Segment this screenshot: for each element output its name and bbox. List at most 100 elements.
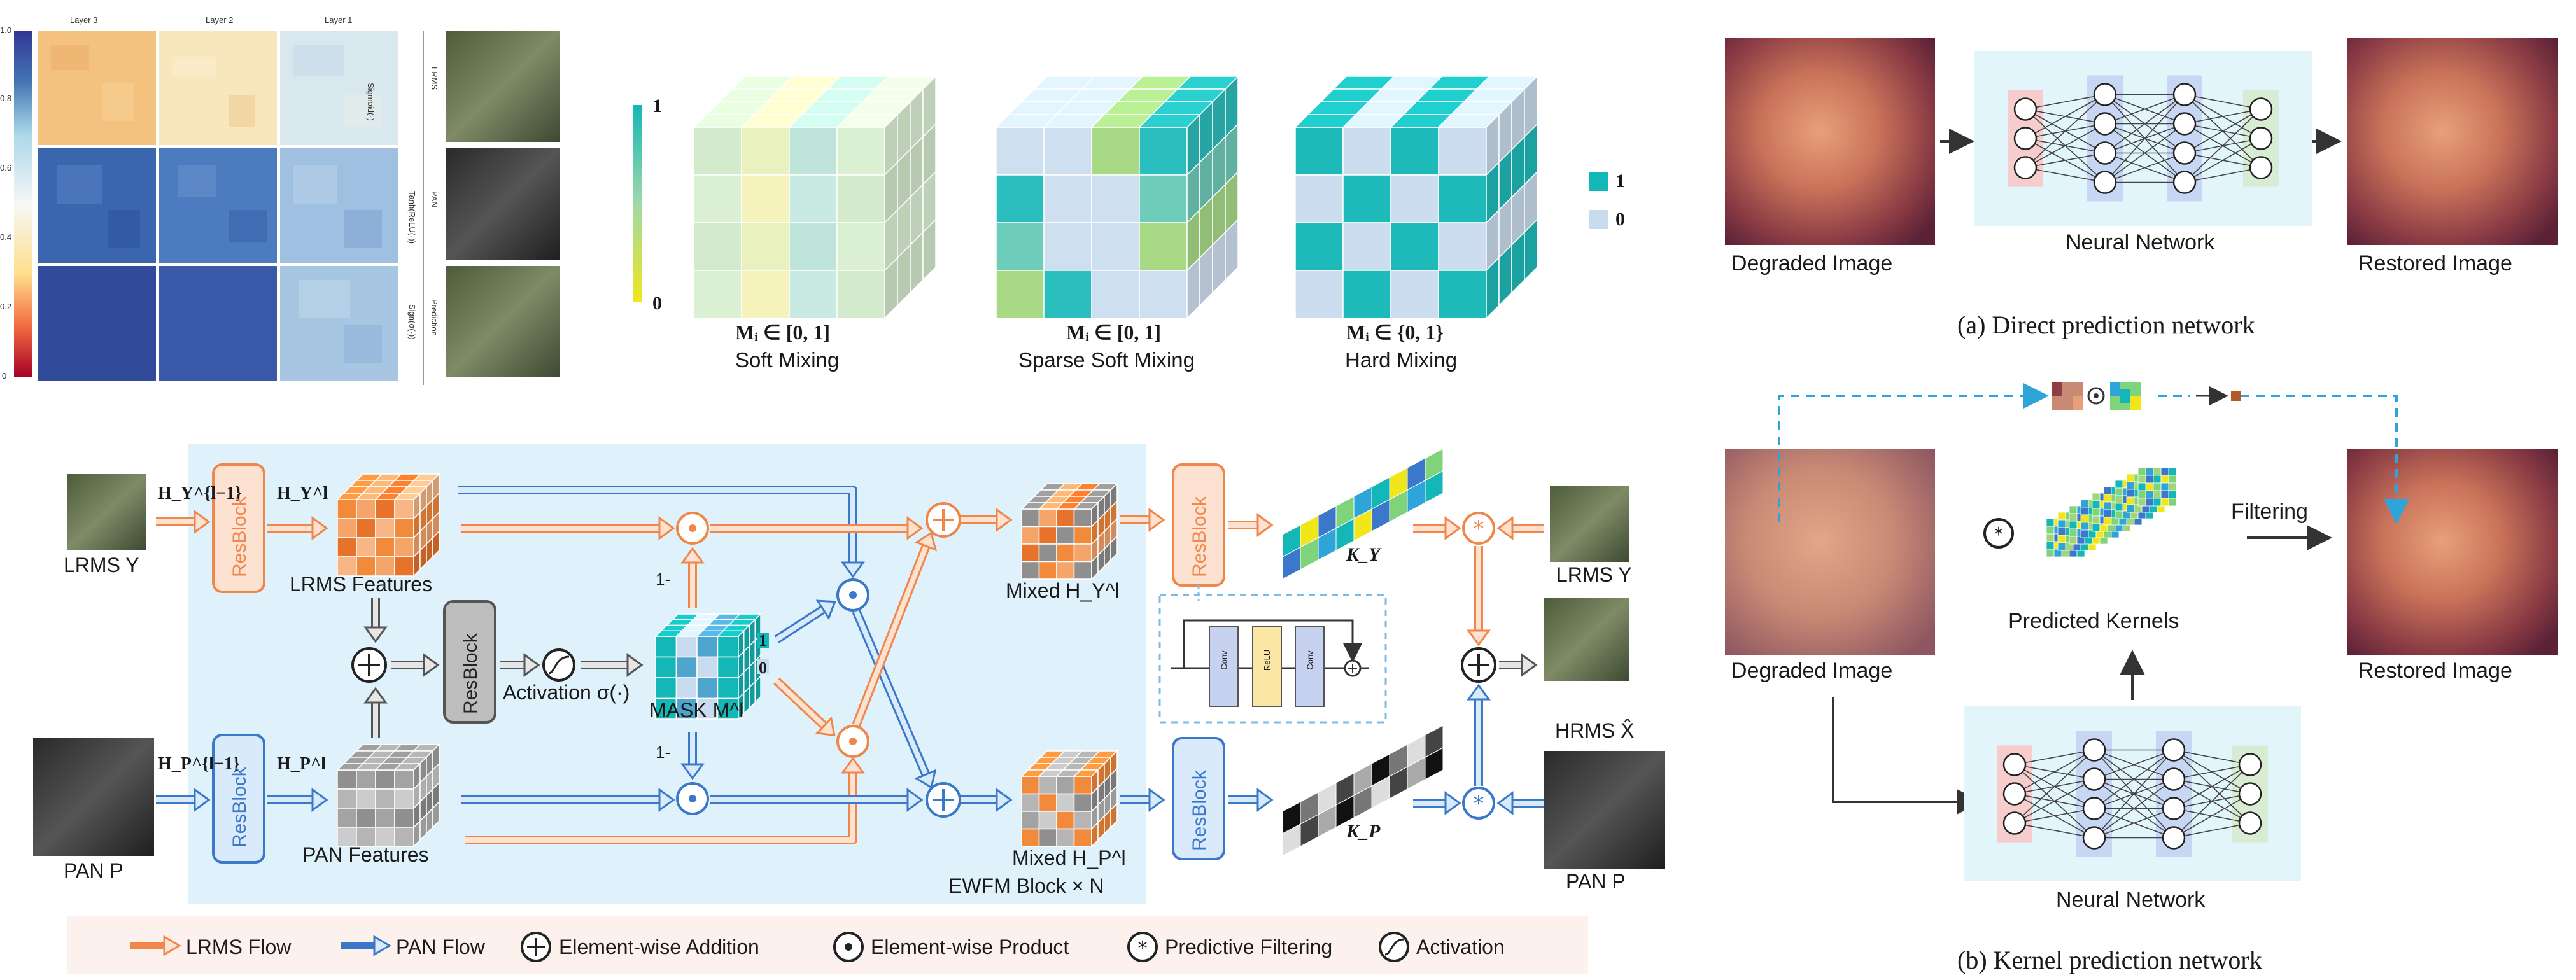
mixed-p-label: Mixed H_P^l	[1012, 846, 1126, 869]
pan-resblock-label: ResBlock	[229, 767, 250, 848]
arrow-mixed-p-to-res	[1120, 788, 1165, 812]
svg-text:*: *	[1474, 791, 1484, 816]
heatmap-colorbar	[14, 31, 32, 377]
legend-addition: Element-wise Addition	[559, 935, 759, 958]
arrow-add-to-resblock	[391, 653, 440, 677]
pan-feature-cube	[336, 743, 440, 848]
heat-cell-r3c2	[159, 266, 277, 381]
mask-label: MASK M^l	[649, 699, 744, 722]
arrow-mixed-y-to-res	[1120, 508, 1165, 532]
hrms-output-image	[1544, 598, 1629, 681]
arrow-res-to-kp	[1228, 788, 1274, 812]
heat-cell-r1c1	[38, 31, 156, 145]
conv-block-2	[1295, 626, 1325, 707]
panel-b-filtering-label: Filtering	[2231, 500, 2308, 524]
k-y-kernel-strip	[1282, 448, 1444, 580]
lrms-resblock-label: ResBlock	[229, 496, 250, 577]
heatmap-tick-5: 1.0	[0, 25, 12, 35]
heatmap-row-label-3: Sign(σ(·))	[407, 304, 417, 340]
soft-mixing-formula: Mᵢ ∈ [0, 1]	[735, 321, 831, 344]
heat-texture	[51, 45, 382, 363]
panel-b: *	[1725, 382, 2558, 881]
heatmap-tick-0: 0	[2, 371, 7, 381]
ewfm-block-label: EWFM Block × N	[948, 874, 1104, 897]
arrow-product-to-add-y	[710, 516, 924, 540]
relu-label: ReLU	[1262, 649, 1272, 671]
lrms-input-image	[67, 474, 146, 550]
arrow-res-to-ky	[1228, 513, 1274, 537]
k-y-label: K_Y	[1346, 544, 1381, 565]
filtering-icon-pan	[1462, 787, 1495, 820]
activation-curve-icon	[1379, 932, 1409, 962]
restored-image-b	[2347, 449, 2558, 655]
degraded-image-b	[1725, 449, 1935, 655]
arrow-pan-feat-to-add	[363, 687, 388, 738]
legend-background	[67, 916, 1588, 974]
heatmap-tick-2: 0.4	[0, 232, 12, 242]
heatmap-tick-3: 0.6	[0, 163, 12, 172]
filter-asterisk-icon	[1983, 518, 2014, 549]
arrow-filter-y-to-sum	[1467, 546, 1491, 647]
heat-cell-r2c2	[159, 148, 277, 263]
heatmap-tick-4: 0.8	[0, 94, 12, 103]
arrow-pan-skip-to-product	[465, 757, 865, 844]
arrow-pan-to-filter	[1496, 791, 1544, 815]
activation-icon	[542, 648, 575, 682]
arrow-resblock-to-activation	[500, 653, 540, 677]
heat-cell-r1c3	[280, 31, 398, 145]
hard-mixing-label: Hard Mixing	[1345, 348, 1458, 372]
heat-cell-r3c3	[280, 266, 398, 381]
arrow-sum-to-hrms	[1499, 653, 1538, 677]
lrms-feature-cube	[336, 473, 440, 577]
arrow-activation-to-mask	[581, 653, 644, 677]
arrow-mask-to-product-lrms	[773, 677, 836, 737]
panel-a-degraded-label: Degraded Image	[1731, 251, 1893, 276]
arrow-mask-to-product-pan	[774, 599, 836, 643]
relu-block	[1252, 626, 1282, 707]
predicted-kernel-9	[2137, 467, 2177, 507]
mixed-y-label: Mixed H_Y^l	[1006, 579, 1120, 602]
mask-resblock	[443, 600, 496, 724]
hard-mixing-formula: Mᵢ ∈ {0, 1}	[1346, 321, 1444, 344]
svg-text:*: *	[1138, 937, 1148, 960]
panel-b-network-label: Neural Network	[2056, 888, 2206, 912]
heatmap-col-label-2: Layer 2	[206, 15, 234, 25]
activation-label: Activation σ(·)	[503, 681, 630, 704]
pan-input-label: PAN P	[64, 859, 123, 882]
legend-lrms-flow: LRMS Flow	[186, 935, 292, 958]
arrow-kp-to-filter	[1413, 791, 1461, 815]
pan-features-label: PAN Features	[302, 843, 429, 866]
arrow-mask-pan-to-add	[852, 609, 937, 789]
lrms-right-image	[1550, 486, 1629, 562]
arrow-lrms-in	[156, 510, 211, 534]
panel-a-caption: (a) Direct prediction network	[1957, 311, 2255, 339]
k-p-label: K_P	[1346, 821, 1381, 842]
panel-a-restored-label: Restored Image	[2358, 251, 2512, 276]
pan-right-label: PAN P	[1566, 870, 1626, 893]
mixed-p-cube	[1020, 750, 1118, 848]
hard-mixing-cube	[1294, 75, 1538, 319]
one-minus-top: 1-	[656, 570, 671, 589]
ky-resblock-label: ResBlock	[1189, 496, 1210, 577]
heatmap-side-label-1: LRMS	[430, 67, 439, 90]
neural-network-a	[1974, 51, 2312, 226]
op-circles: * *	[351, 502, 1496, 820]
lrms-input-label: LRMS Y	[64, 554, 139, 577]
arrow-lrms-skip-to-product	[458, 486, 865, 578]
heat-cell-r2c3	[280, 148, 398, 263]
arrow-mask-to-top-product	[680, 547, 705, 608]
mixing-colorbar	[633, 105, 642, 302]
mask-swatch-zero	[757, 659, 769, 674]
prediction-thumbnail	[446, 266, 560, 377]
legend-icons: *	[130, 932, 1409, 962]
h-p-label: H_P^l	[277, 754, 326, 774]
kp-resblock-label: ResBlock	[1189, 770, 1210, 851]
mixed-y-cube	[1020, 482, 1118, 580]
panel-b-degraded-label: Degraded Image	[1731, 659, 1893, 683]
arrow-add-to-mixed-y	[961, 508, 1013, 532]
arrow-filter-p-to-sum	[1467, 683, 1491, 786]
pan-right-image	[1544, 751, 1665, 869]
hrms-label: HRMS X̂	[1555, 719, 1635, 742]
arrow-pan-to-product	[461, 788, 675, 812]
mixing-colorbar-bottom: 0	[652, 293, 662, 314]
